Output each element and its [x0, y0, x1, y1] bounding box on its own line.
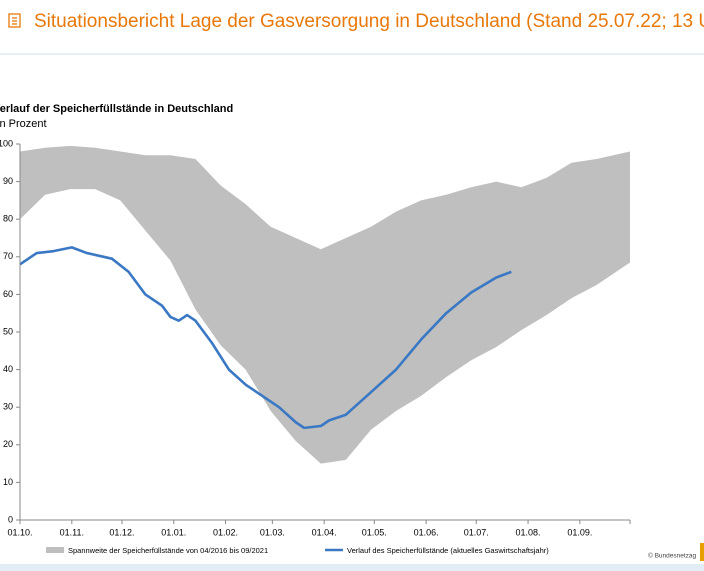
- x-tick-label: 01.07.: [464, 527, 489, 537]
- data-line: [19, 246, 512, 430]
- legend-label: Verlauf des Speicherfüllstände (aktuelle…: [347, 546, 549, 555]
- page-title: Situationsbericht Lage der Gasversorgung…: [34, 11, 704, 32]
- y-tick-label: 60: [3, 289, 13, 299]
- y-tick-label: 40: [3, 364, 13, 374]
- doc-icon: [8, 13, 21, 28]
- bottom-strip: [0, 564, 704, 571]
- y-tick-label: 50: [3, 326, 13, 336]
- chart-title: Verlauf der Speicherfüllstände in Deutsc…: [0, 103, 233, 115]
- x-tick-label: 01.06.: [414, 527, 439, 537]
- y-tick-label: 100: [0, 138, 13, 148]
- range-band: [20, 145, 630, 464]
- y-tick-label: 90: [3, 176, 13, 186]
- credit: © Bundesnetzag: [648, 552, 697, 560]
- x-tick-label: 01.03.: [260, 527, 285, 537]
- legend-label: Spannweite der Speicherfüllstände von 04…: [68, 546, 268, 555]
- y-tick-label: 30: [3, 402, 13, 412]
- x-tick-label: 01.04.: [312, 527, 337, 537]
- y-tick-label: 70: [3, 251, 13, 261]
- x-tick-label: 01.12.: [109, 527, 134, 537]
- x-tick-label: 01.05.: [362, 527, 387, 537]
- y-tick-label: 0: [8, 514, 13, 524]
- x-tick-label: 01.01.: [161, 527, 186, 537]
- x-tick-label: 01.09.: [567, 527, 592, 537]
- edge-tab: [700, 543, 704, 561]
- chart-subtitle: in Prozent: [0, 118, 47, 130]
- x-tick-label: 01.10.: [7, 527, 32, 537]
- y-tick-label: 10: [3, 477, 13, 487]
- x-tick-label: 01.08.: [516, 527, 541, 537]
- y-tick-label: 80: [3, 214, 13, 224]
- legend-swatch: [46, 547, 64, 553]
- y-tick-label: 20: [3, 439, 13, 449]
- x-tick-label: 01.11.: [60, 527, 84, 537]
- x-tick-label: 01.02.: [213, 527, 238, 537]
